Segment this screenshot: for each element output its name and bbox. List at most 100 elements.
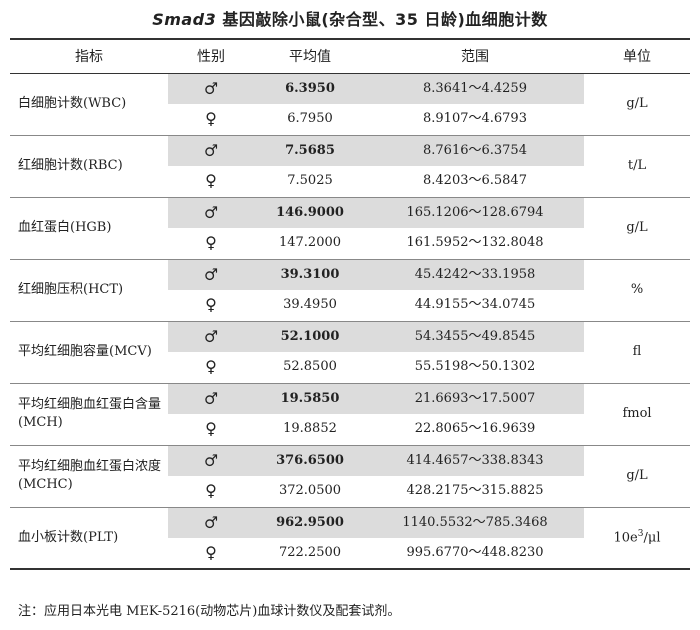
table-row-female: ♀ 722.2500 995.6770～448.8230 (10, 538, 690, 570)
female-symbol-icon: ♀ (205, 295, 217, 315)
header-row: 指标 性别 平均值 范围 单位 (10, 38, 690, 74)
unit-tail: /μl (643, 530, 661, 546)
header-mean: 平均值 (254, 38, 366, 74)
male-symbol-icon: ♂ (203, 140, 219, 160)
unit-text: fl (632, 344, 642, 360)
table-row-male: 平均红细胞容量(MCV) ♂ 52.1000 54.3455～49.8545 fl (10, 321, 690, 384)
range-value: 8.4203～6.5847 (366, 166, 584, 198)
mean-value: 39.3100 (254, 259, 366, 290)
unit-text: t/L (627, 158, 647, 174)
unit-cell: fl (584, 321, 690, 384)
female-symbol-icon: ♀ (205, 357, 217, 377)
header-unit: 单位 (584, 38, 690, 74)
range-value: 22.8065～16.9639 (366, 414, 584, 446)
female-symbol-icon: ♀ (205, 109, 217, 129)
male-symbol-icon: ♂ (203, 388, 219, 408)
metric-name: 红细胞压积(HCT) (10, 259, 168, 322)
unit-cell: t/L (584, 135, 690, 198)
female-symbol-icon: ♀ (205, 543, 217, 563)
mean-value: 722.2500 (254, 538, 366, 570)
table-row-female: ♀ 6.7950 8.9107～4.6793 (10, 104, 690, 136)
mean-value: 52.1000 (254, 321, 366, 352)
title-text: 基因敲除小鼠(杂合型、35 日龄)血细胞计数 (216, 10, 548, 29)
table-body: 白细胞计数(WBC) ♂ 6.3950 8.3641～4.4259 g/L ♀ 6.7950… (10, 73, 690, 570)
header-range: 范围 (366, 38, 584, 74)
mean-value: 6.3950 (254, 73, 366, 104)
table-row-female: ♀ 7.5025 8.4203～6.5847 (10, 166, 690, 198)
male-symbol-icon: ♂ (203, 78, 219, 98)
unit-text: g/L (626, 220, 648, 236)
table-row-male: 血小板计数(PLT) ♂ 962.9500 1140.5532～785.3468 10e… (10, 507, 690, 570)
unit-cell: fmol (584, 383, 690, 446)
unit-base: 10e (613, 530, 638, 546)
mean-value: 962.9500 (254, 507, 366, 538)
table-row-female: ♀ 52.8500 55.5198～50.1302 (10, 352, 690, 384)
male-symbol-icon: ♂ (203, 202, 219, 222)
unit-cell: g/L (584, 197, 690, 260)
range-value: 45.4242～33.1958 (366, 259, 584, 290)
mean-value: 372.0500 (254, 476, 366, 508)
table-row-female: ♀ 147.2000 161.5952～132.8048 (10, 228, 690, 260)
table-row-male: 平均红细胞血红蛋白浓度(MCHC) ♂ 376.6500 414.4657～338.8… (10, 445, 690, 508)
range-value: 8.3641～4.4259 (366, 73, 584, 104)
metric-name: 平均红细胞血红蛋白浓度(MCHC) (10, 445, 168, 508)
table-row-male: 红细胞压积(HCT) ♂ 39.3100 45.4242～33.1958% (10, 259, 690, 322)
range-value: 54.3455～49.8545 (366, 321, 584, 352)
range-value: 21.6693～17.5007 (366, 383, 584, 414)
male-symbol-icon: ♂ (203, 326, 219, 346)
range-value: 414.4657～338.8343 (366, 445, 584, 476)
metric-name: 平均红细胞血红蛋白含量(MCH) (10, 383, 168, 446)
male-symbol-icon: ♂ (203, 512, 219, 532)
range-value: 995.6770～448.8230 (366, 538, 584, 570)
female-symbol-icon: ♀ (205, 419, 217, 439)
mean-value: 146.9000 (254, 197, 366, 228)
unit-cell: g/L (584, 445, 690, 508)
mean-value: 52.8500 (254, 352, 366, 384)
unit-cell: % (584, 259, 690, 322)
header-metric: 指标 (10, 38, 168, 74)
unit-exponent: 3 (637, 529, 644, 540)
range-value: 8.7616～6.3754 (366, 135, 584, 166)
mean-value: 7.5025 (254, 166, 366, 198)
unit-text: g/L (626, 468, 648, 484)
table-row-female: ♀ 372.0500 428.2175～315.8825 (10, 476, 690, 508)
range-value: 428.2175～315.8825 (366, 476, 584, 508)
unit-text: g/L (626, 96, 648, 112)
mean-value: 376.6500 (254, 445, 366, 476)
range-value: 165.1206～128.6794 (366, 197, 584, 228)
gene-name: Smad3 (152, 10, 217, 29)
mean-value: 147.2000 (254, 228, 366, 260)
metric-name: 血红蛋白(HGB) (10, 197, 168, 260)
table-title: Smad3 基因敲除小鼠(杂合型、35 日龄)血细胞计数 (0, 6, 700, 30)
range-value: 44.9155～34.0745 (366, 290, 584, 322)
table-row-male: 平均红细胞血红蛋白含量(MCH) ♂ 19.5850 21.6693～17.5007 f… (10, 383, 690, 446)
unit-text: % (630, 282, 644, 298)
metric-name: 白细胞计数(WBC) (10, 73, 168, 136)
header-sex: 性别 (168, 38, 254, 74)
table-row-male: 红细胞计数(RBC) ♂ 7.5685 8.7616～6.3754 t/L (10, 135, 690, 198)
range-value: 55.5198～50.1302 (366, 352, 584, 384)
unit-cell: 10e3/μl (584, 507, 690, 570)
range-value: 1140.5532～785.3468 (366, 507, 584, 538)
female-symbol-icon: ♀ (205, 233, 217, 253)
metric-name: 平均红细胞容量(MCV) (10, 321, 168, 384)
table-row-male: 白细胞计数(WBC) ♂ 6.3950 8.3641～4.4259 g/L (10, 73, 690, 136)
footnote: 注：应用日本光电 MEK-5216(动物芯片)血球计数仪及配套试剂。 (18, 604, 401, 619)
table-row-male: 血红蛋白(HGB) ♂ 146.9000 165.1206～128.6794 g/L (10, 197, 690, 260)
male-symbol-icon: ♂ (203, 264, 219, 284)
unit-text: fmol (622, 406, 652, 422)
blood-count-table: 指标 性别 平均值 范围 单位 白细胞计数(WBC) ♂ 6.3950 8.3641～… (10, 38, 690, 570)
metric-name: 红细胞计数(RBC) (10, 135, 168, 198)
mean-value: 19.8852 (254, 414, 366, 446)
table-row-female: ♀ 39.4950 44.9155～34.0745 (10, 290, 690, 322)
mean-value: 39.4950 (254, 290, 366, 322)
unit-cell: g/L (584, 73, 690, 136)
female-symbol-icon: ♀ (205, 481, 217, 501)
female-symbol-icon: ♀ (205, 171, 217, 191)
mean-value: 7.5685 (254, 135, 366, 166)
mean-value: 6.7950 (254, 104, 366, 136)
male-symbol-icon: ♂ (203, 450, 219, 470)
range-value: 161.5952～132.8048 (366, 228, 584, 260)
mean-value: 19.5850 (254, 383, 366, 414)
